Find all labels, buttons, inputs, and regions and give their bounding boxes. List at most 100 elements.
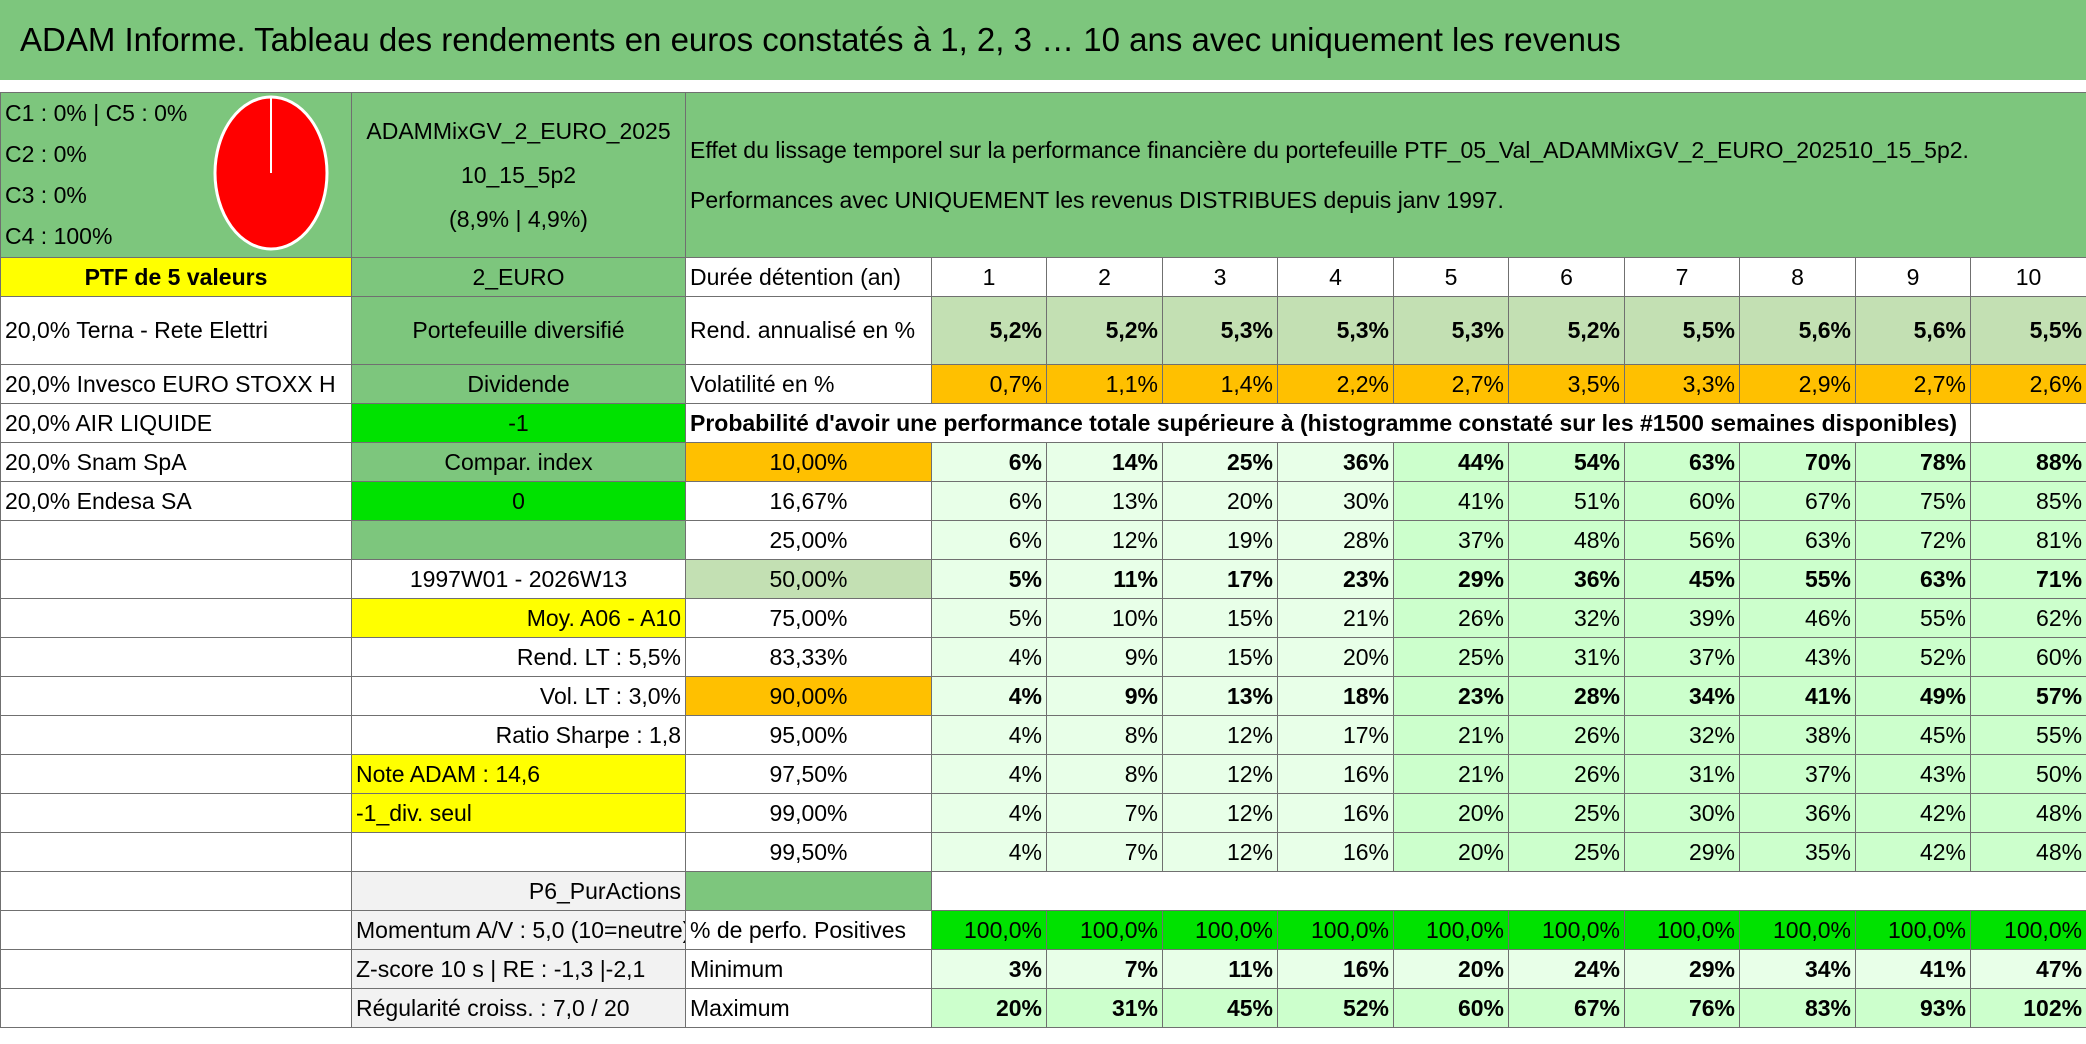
quantile-value[interactable]: 48% bbox=[1508, 520, 1625, 560]
positives-value[interactable]: 100,0% bbox=[1508, 910, 1625, 950]
holding-cell[interactable]: 20,0% Snam SpA bbox=[0, 442, 352, 482]
volatility-value[interactable]: 2,7% bbox=[1855, 364, 1971, 404]
compar-label-cell[interactable]: Compar. index bbox=[351, 442, 686, 482]
minimum-value[interactable]: 47% bbox=[1969, 949, 2086, 989]
quantile-value[interactable]: 30% bbox=[1624, 793, 1740, 833]
quantile-value[interactable]: 16% bbox=[1277, 832, 1394, 872]
quantile-value[interactable]: 16% bbox=[1277, 754, 1394, 794]
momentum-cell[interactable]: Momentum A/V : 5,0 (10=neutre) bbox=[351, 910, 686, 950]
maximum-label[interactable]: Maximum bbox=[685, 988, 932, 1028]
maximum-value[interactable]: 93% bbox=[1855, 988, 1971, 1028]
average-label-cell[interactable]: Moy. A06 - A10 bbox=[351, 598, 686, 638]
quantile-value[interactable]: 81% bbox=[1969, 520, 2086, 560]
quantile-value[interactable]: 36% bbox=[1739, 793, 1856, 833]
positives-value[interactable]: 100,0% bbox=[1739, 910, 1856, 950]
quantile-value[interactable]: 75% bbox=[1855, 481, 1971, 521]
return-value[interactable]: 5,2% bbox=[1046, 296, 1163, 365]
positives-value[interactable]: 100,0% bbox=[1624, 910, 1740, 950]
empty-cell[interactable] bbox=[351, 832, 686, 872]
year-cell[interactable]: 2 bbox=[1046, 257, 1163, 297]
quantile-value[interactable]: 9% bbox=[1046, 676, 1163, 716]
return-value[interactable]: 5,3% bbox=[1162, 296, 1278, 365]
quantile-value[interactable]: 12% bbox=[1162, 715, 1278, 755]
quantile-value[interactable]: 4% bbox=[931, 715, 1047, 755]
adam-score-cell[interactable]: Note ADAM : 14,6 bbox=[351, 754, 686, 794]
empty-green-cell[interactable] bbox=[685, 871, 932, 911]
quantile-value[interactable]: 23% bbox=[1277, 559, 1394, 599]
portfolio-name-cell[interactable]: ADAMMixGV_2_EURO_2025 10_15_5p2 (8,9% | … bbox=[351, 92, 686, 258]
quantile-value[interactable]: 9% bbox=[1046, 637, 1163, 677]
quantile-value[interactable]: 20% bbox=[1277, 637, 1394, 677]
volatility-value[interactable]: 2,7% bbox=[1393, 364, 1509, 404]
return-value[interactable]: 5,6% bbox=[1739, 296, 1856, 365]
volatility-value[interactable]: 3,3% bbox=[1624, 364, 1740, 404]
empty-cell[interactable] bbox=[0, 754, 352, 794]
quantile-value[interactable]: 32% bbox=[1508, 598, 1625, 638]
positives-value[interactable]: 100,0% bbox=[1969, 910, 2086, 950]
quantile-value[interactable]: 63% bbox=[1739, 520, 1856, 560]
quantile-value[interactable]: 55% bbox=[1855, 598, 1971, 638]
minimum-value[interactable]: 41% bbox=[1855, 949, 1971, 989]
positives-value[interactable]: 100,0% bbox=[1855, 910, 1971, 950]
quantile-value[interactable]: 5% bbox=[931, 559, 1047, 599]
return-value[interactable]: 5,2% bbox=[1508, 296, 1625, 365]
quantile-value[interactable]: 36% bbox=[1508, 559, 1625, 599]
sharpe-ratio-cell[interactable]: Ratio Sharpe : 1,8 bbox=[351, 715, 686, 755]
quantile-label[interactable]: 90,00% bbox=[685, 676, 932, 716]
quantile-value[interactable]: 42% bbox=[1855, 793, 1971, 833]
minimum-value[interactable]: 29% bbox=[1624, 949, 1740, 989]
holding-cell[interactable]: 20,0% AIR LIQUIDE bbox=[0, 403, 352, 443]
quantile-label[interactable]: 25,00% bbox=[685, 520, 932, 560]
dividend-label-cell[interactable]: Dividende bbox=[351, 364, 686, 404]
year-cell[interactable]: 5 bbox=[1393, 257, 1509, 297]
quantile-value[interactable]: 67% bbox=[1739, 481, 1856, 521]
maximum-value[interactable]: 52% bbox=[1277, 988, 1394, 1028]
year-cell[interactable]: 4 bbox=[1277, 257, 1394, 297]
quantile-value[interactable]: 25% bbox=[1393, 637, 1509, 677]
year-cell[interactable]: 6 bbox=[1508, 257, 1625, 297]
volatility-value[interactable]: 1,4% bbox=[1162, 364, 1278, 404]
quantile-value[interactable]: 25% bbox=[1162, 442, 1278, 482]
quantile-value[interactable]: 21% bbox=[1277, 598, 1394, 638]
quantile-value[interactable]: 88% bbox=[1969, 442, 2086, 482]
year-cell[interactable]: 10 bbox=[1969, 257, 2086, 297]
currency-cell[interactable]: 2_EURO bbox=[351, 257, 686, 297]
maximum-value[interactable]: 76% bbox=[1624, 988, 1740, 1028]
quantile-value[interactable]: 6% bbox=[931, 442, 1047, 482]
volatility-label[interactable]: Volatilité en % bbox=[685, 364, 932, 404]
regularity-cell[interactable]: Régularité croiss. : 7,0 / 20 bbox=[351, 988, 686, 1028]
quantile-value[interactable]: 43% bbox=[1855, 754, 1971, 794]
empty-cell[interactable] bbox=[0, 871, 352, 911]
quantile-value[interactable]: 85% bbox=[1969, 481, 2086, 521]
holding-cell[interactable]: 20,0% Terna - Rete Elettri bbox=[0, 296, 352, 365]
return-value[interactable]: 5,5% bbox=[1624, 296, 1740, 365]
quantile-value[interactable]: 7% bbox=[1046, 793, 1163, 833]
quantile-value[interactable]: 26% bbox=[1393, 598, 1509, 638]
return-value[interactable]: 5,5% bbox=[1969, 296, 2086, 365]
zscore-cell[interactable]: Z-score 10 s | RE : -1,3 |-2,1 bbox=[351, 949, 686, 989]
quantile-value[interactable]: 62% bbox=[1969, 598, 2086, 638]
quantile-value[interactable]: 63% bbox=[1624, 442, 1740, 482]
quantile-value[interactable]: 37% bbox=[1739, 754, 1856, 794]
quantile-value[interactable]: 52% bbox=[1855, 637, 1971, 677]
positives-label[interactable]: % de perfo. Positives bbox=[685, 910, 932, 950]
year-cell[interactable]: 9 bbox=[1855, 257, 1971, 297]
dividend-only-cell[interactable]: -1_div. seul bbox=[351, 793, 686, 833]
quantile-label[interactable]: 75,00% bbox=[685, 598, 932, 638]
empty-green-cell[interactable] bbox=[351, 520, 686, 560]
quantile-value[interactable]: 36% bbox=[1277, 442, 1394, 482]
quantile-value[interactable]: 29% bbox=[1624, 832, 1740, 872]
return-value[interactable]: 5,6% bbox=[1855, 296, 1971, 365]
quantile-value[interactable]: 41% bbox=[1393, 481, 1509, 521]
quantile-value[interactable]: 21% bbox=[1393, 754, 1509, 794]
quantile-value[interactable]: 8% bbox=[1046, 754, 1163, 794]
quantile-value[interactable]: 37% bbox=[1393, 520, 1509, 560]
quantile-value[interactable]: 25% bbox=[1508, 793, 1625, 833]
quantile-label[interactable]: 50,00% bbox=[685, 559, 932, 599]
volatility-value[interactable]: 0,7% bbox=[931, 364, 1047, 404]
quantile-value[interactable]: 16% bbox=[1277, 793, 1394, 833]
quantile-value[interactable]: 31% bbox=[1508, 637, 1625, 677]
minimum-label[interactable]: Minimum bbox=[685, 949, 932, 989]
quantile-value[interactable]: 55% bbox=[1969, 715, 2086, 755]
quantile-value[interactable]: 28% bbox=[1277, 520, 1394, 560]
